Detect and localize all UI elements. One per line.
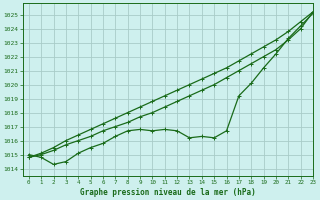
X-axis label: Graphe pression niveau de la mer (hPa): Graphe pression niveau de la mer (hPa) bbox=[80, 188, 256, 197]
